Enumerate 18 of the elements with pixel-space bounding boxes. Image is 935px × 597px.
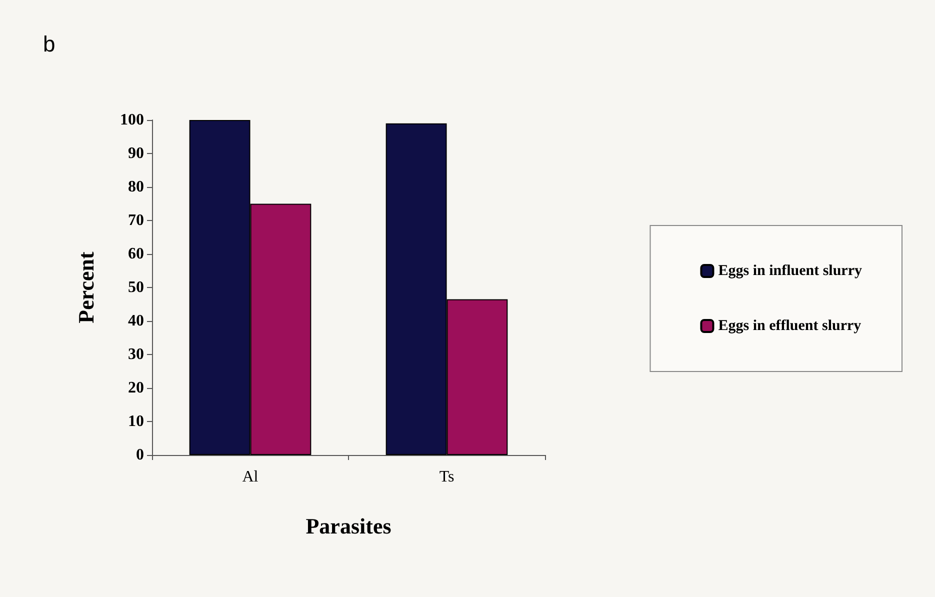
x-tick-label: Ts <box>439 468 454 486</box>
y-axis-title: Percent <box>74 251 98 324</box>
y-tick-label: 10 <box>128 413 144 430</box>
legend-label: Eggs in effluent slurry <box>718 318 862 334</box>
y-tick-label: 40 <box>128 312 144 330</box>
y-tick-label: 100 <box>120 112 144 128</box>
y-tick-label: 50 <box>128 279 144 296</box>
y-tick-label: 20 <box>128 380 144 396</box>
chart-title: b <box>43 32 56 56</box>
y-tick-label: 90 <box>128 145 144 162</box>
y-tick-label: 60 <box>128 246 144 262</box>
y-tick-label: 70 <box>128 212 144 229</box>
y-tick-label: 0 <box>136 446 144 464</box>
x-tick-label: Al <box>242 468 259 486</box>
y-tick-label: 80 <box>128 178 144 196</box>
x-axis-title: Parasites <box>306 514 392 538</box>
y-tick-label: 30 <box>128 346 144 363</box>
legend-label: Eggs in influent slurry <box>718 263 862 279</box>
